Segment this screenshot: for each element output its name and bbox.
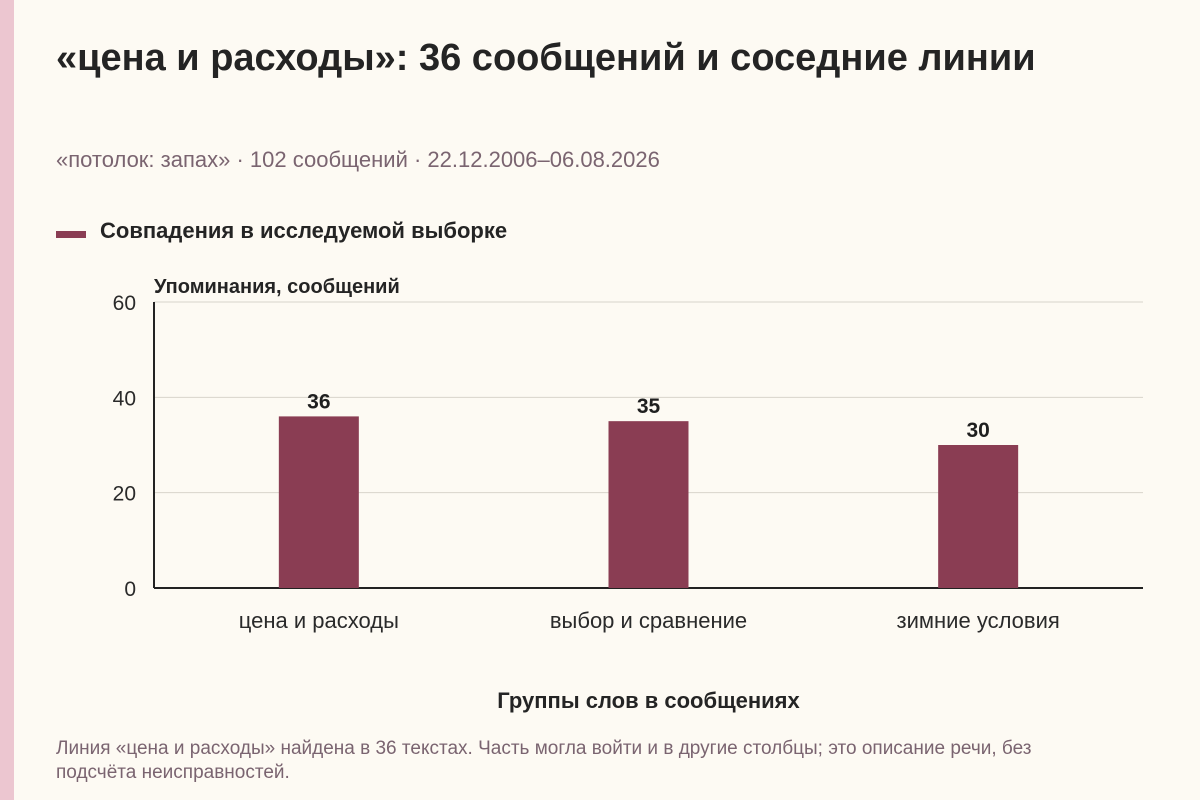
legend-swatch bbox=[56, 230, 86, 238]
bar bbox=[608, 421, 689, 588]
x-tick-label: цена и расходы bbox=[239, 608, 399, 633]
y-tick-label: 20 bbox=[113, 483, 136, 506]
legend: Совпадения в исследуемой выборке bbox=[56, 218, 507, 244]
chart-note: Линия «цена и расходы» найдена в 36 текс… bbox=[56, 738, 1032, 783]
x-tick-label: выбор и сравнение bbox=[550, 608, 747, 633]
chart-subtitle: «потолок: запах» · 102 сообщений · 22.12… bbox=[56, 147, 660, 172]
left-accent-strip bbox=[0, 0, 14, 800]
y-tick-label: 60 bbox=[113, 292, 136, 315]
bar-value-label: 30 bbox=[966, 419, 989, 442]
bar bbox=[278, 416, 359, 588]
bar-value-label: 36 bbox=[307, 390, 330, 413]
bar-value-label: 35 bbox=[637, 395, 661, 418]
x-tick-label: зимние условия bbox=[897, 608, 1060, 633]
legend-label: Совпадения в исследуемой выборке bbox=[100, 218, 508, 243]
y-axis-title: Упоминания, сообщений bbox=[154, 276, 400, 298]
bar bbox=[938, 445, 1019, 588]
chart-title: «цена и расходы»: 36 сообщений и соседни… bbox=[56, 37, 1036, 79]
x-axis-title: Группы слов в сообщениях bbox=[497, 688, 800, 713]
y-tick-label: 40 bbox=[113, 387, 136, 410]
y-tick-label: 0 bbox=[124, 578, 136, 601]
